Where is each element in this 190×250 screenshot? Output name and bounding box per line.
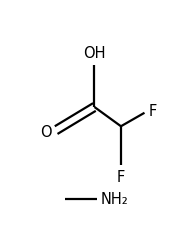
Text: O: O	[40, 124, 52, 140]
Text: F: F	[148, 104, 156, 119]
Text: OH: OH	[83, 46, 106, 61]
Text: NH₂: NH₂	[100, 192, 128, 207]
Text: F: F	[117, 170, 125, 184]
